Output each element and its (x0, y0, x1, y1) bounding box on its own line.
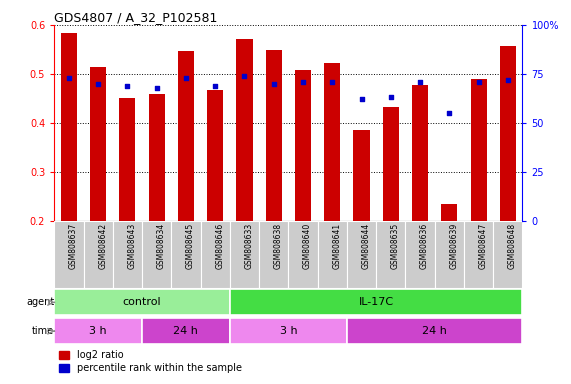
Text: GSM808640: GSM808640 (303, 223, 312, 269)
Bar (324, 63, 340, 221)
Point (182, 75, 191, 81)
Text: 24 h: 24 h (422, 326, 447, 336)
Point (357, 96, 366, 103)
Bar (61, 33, 77, 221)
Bar (441, 204, 457, 221)
Text: GSM808636: GSM808636 (420, 223, 429, 269)
Bar (142, 318, 230, 344)
Text: GSM808638: GSM808638 (274, 223, 283, 269)
Bar (435, 221, 464, 288)
Point (65, 75, 74, 81)
Text: GSM808645: GSM808645 (186, 223, 195, 269)
Text: GSM808643: GSM808643 (127, 223, 136, 269)
Bar (200, 221, 230, 288)
Point (299, 79, 308, 85)
Text: GSM808646: GSM808646 (215, 223, 224, 269)
Bar (230, 290, 522, 315)
Bar (493, 221, 522, 288)
Bar (376, 221, 405, 288)
Text: time: time (32, 326, 54, 336)
Bar (383, 107, 399, 221)
Bar (54, 221, 83, 288)
Bar (353, 130, 369, 221)
Bar (230, 221, 259, 288)
Text: IL-17C: IL-17C (359, 297, 394, 308)
Point (211, 83, 220, 89)
Bar (266, 50, 282, 221)
Text: GSM808648: GSM808648 (508, 223, 517, 269)
Text: GSM808633: GSM808633 (244, 223, 254, 269)
Text: GSM808641: GSM808641 (332, 223, 341, 269)
Text: agent: agent (26, 297, 54, 308)
Text: 3 h: 3 h (280, 326, 297, 336)
Bar (471, 79, 486, 221)
Bar (259, 221, 288, 288)
Bar (142, 221, 171, 288)
Bar (405, 221, 435, 288)
Bar (347, 318, 522, 344)
Text: 3 h: 3 h (89, 326, 107, 336)
Bar (54, 318, 142, 344)
Point (269, 81, 278, 87)
Bar (295, 70, 311, 221)
Bar (412, 85, 428, 221)
Bar (119, 98, 135, 221)
Text: 24 h: 24 h (174, 326, 198, 336)
Bar (288, 221, 317, 288)
Point (94, 81, 103, 87)
Point (123, 83, 132, 89)
Bar (54, 290, 230, 315)
Point (416, 79, 425, 85)
Text: GSM808635: GSM808635 (391, 223, 400, 269)
Point (328, 79, 337, 85)
Bar (90, 66, 106, 221)
Bar (230, 318, 347, 344)
Point (152, 84, 161, 91)
Text: GSM808642: GSM808642 (98, 223, 107, 269)
Text: GSM808647: GSM808647 (478, 223, 488, 269)
Bar (113, 221, 142, 288)
Text: GSM808637: GSM808637 (69, 223, 78, 269)
Bar (236, 39, 252, 221)
Bar (178, 51, 194, 221)
Text: GSM808634: GSM808634 (156, 223, 166, 269)
Bar (83, 221, 112, 288)
Bar (347, 221, 376, 288)
Point (474, 79, 483, 85)
Text: GSM808639: GSM808639 (449, 223, 459, 269)
Point (445, 110, 454, 116)
Bar (500, 46, 516, 221)
Point (386, 94, 395, 101)
Text: control: control (123, 297, 162, 308)
Point (503, 77, 512, 83)
Point (240, 73, 249, 79)
Text: GSM808644: GSM808644 (361, 223, 371, 269)
Bar (148, 93, 164, 221)
Bar (317, 221, 347, 288)
Bar (464, 221, 493, 288)
Bar (171, 221, 200, 288)
Legend: log2 ratio, percentile rank within the sample: log2 ratio, percentile rank within the s… (59, 351, 242, 373)
Bar (207, 90, 223, 221)
Text: GDS4807 / A_32_P102581: GDS4807 / A_32_P102581 (54, 11, 218, 24)
